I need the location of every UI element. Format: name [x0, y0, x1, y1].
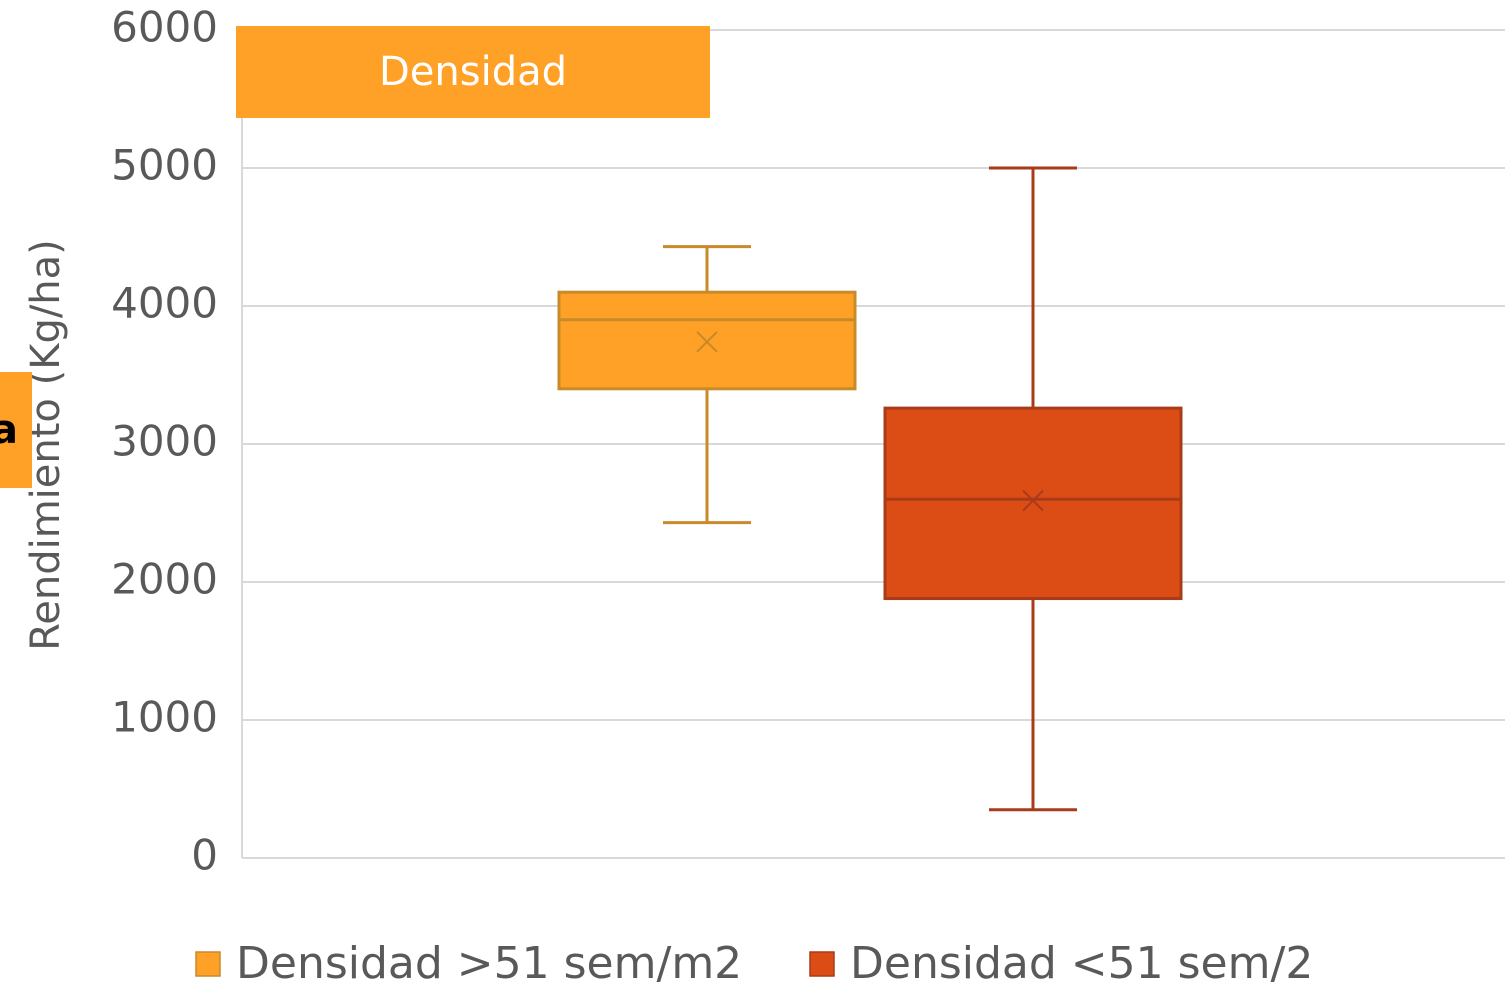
- mean-marker: [696, 331, 718, 353]
- annotation-box: [0, 372, 32, 488]
- y-tick-label: 3000: [111, 417, 218, 466]
- y-tick-label: 2000: [111, 555, 218, 604]
- mean-marker: [1022, 489, 1044, 512]
- y-tick-label: 6000: [111, 3, 218, 52]
- box: [883, 406, 1183, 601]
- legend-swatch: [809, 951, 835, 977]
- y-tick-label: 5000: [111, 141, 218, 190]
- chart-title: Densidad: [379, 49, 567, 95]
- y-tick-label: 1000: [111, 693, 218, 742]
- title-banner: [236, 26, 710, 118]
- legend-label: Densidad <51 sem/2: [850, 938, 1313, 989]
- legend-label: Densidad >51 sem/m2: [236, 938, 742, 989]
- annotation: a: [0, 407, 18, 453]
- y-tick-label: 0: [191, 831, 218, 880]
- legend-swatch: [195, 951, 221, 977]
- y-tick-label: 4000: [111, 279, 218, 328]
